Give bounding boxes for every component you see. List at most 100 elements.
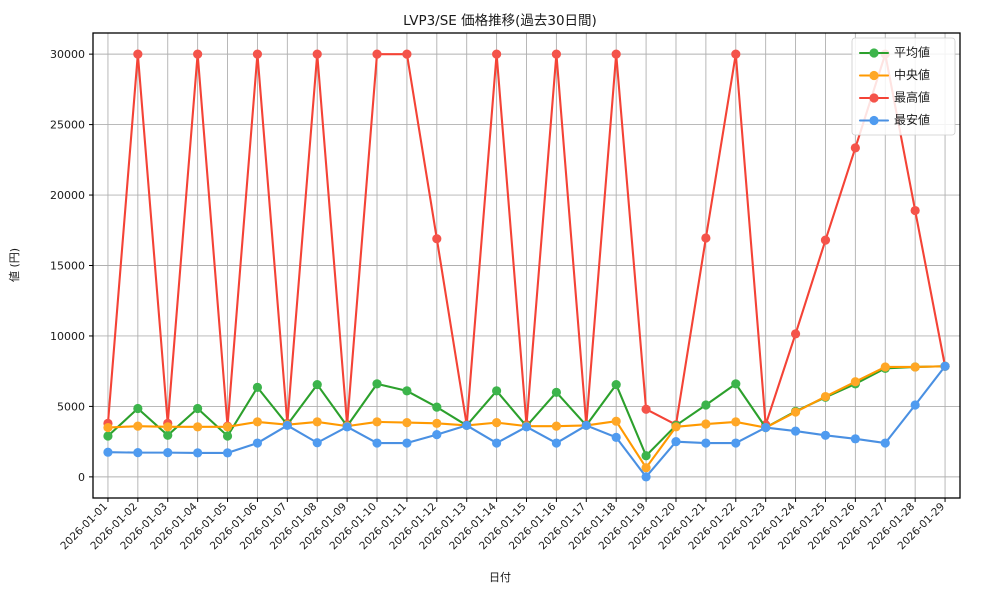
data-point xyxy=(641,472,651,482)
data-point xyxy=(193,448,203,458)
y-tick-label: 30000 xyxy=(50,48,85,61)
data-point xyxy=(103,447,113,457)
data-point xyxy=(432,234,442,244)
data-point xyxy=(133,421,143,431)
data-point xyxy=(432,402,442,412)
data-point xyxy=(850,377,860,387)
data-point xyxy=(492,418,502,428)
data-point xyxy=(910,205,920,216)
data-point xyxy=(432,418,442,428)
data-point xyxy=(641,404,651,414)
data-point xyxy=(701,419,711,429)
data-point xyxy=(820,391,831,402)
data-point xyxy=(222,431,233,441)
legend-item-1[interactable]: 平均値 xyxy=(858,45,930,60)
data-point xyxy=(193,49,203,59)
data-point xyxy=(193,422,203,432)
data-point xyxy=(372,417,382,427)
data-point xyxy=(312,379,322,390)
data-point xyxy=(910,362,920,372)
data-point xyxy=(910,400,920,410)
axis-spines xyxy=(92,32,961,499)
data-point xyxy=(312,49,322,59)
legend-item-4[interactable]: 最安値 xyxy=(858,112,930,127)
series-lines xyxy=(103,49,950,482)
data-point xyxy=(731,379,741,389)
legend-marker-swatch xyxy=(869,115,879,126)
data-point xyxy=(402,49,412,59)
data-point xyxy=(252,417,263,427)
data-point xyxy=(551,421,562,431)
data-point xyxy=(551,387,562,397)
legend-label: 最安値 xyxy=(894,112,930,127)
data-point xyxy=(521,422,532,432)
data-point xyxy=(731,438,741,448)
data-point xyxy=(252,438,263,448)
data-point xyxy=(611,432,621,443)
data-point xyxy=(462,420,472,431)
data-point xyxy=(312,417,322,427)
data-point xyxy=(611,379,621,390)
data-point xyxy=(731,417,741,427)
chart-title: LVP3/SE 価格推移(過去30日間) xyxy=(403,13,597,29)
data-point xyxy=(581,420,591,431)
data-point xyxy=(731,49,741,59)
data-point xyxy=(790,329,801,339)
data-point xyxy=(163,422,173,432)
data-point xyxy=(252,382,263,392)
legend-item-2[interactable]: 中央値 xyxy=(858,67,930,82)
data-point xyxy=(133,448,143,458)
legend-item-3[interactable]: 最高値 xyxy=(858,90,930,105)
legend-background xyxy=(851,37,956,136)
data-point xyxy=(432,429,442,440)
legend-label: 中央値 xyxy=(894,67,930,82)
data-point xyxy=(790,426,801,436)
data-point xyxy=(252,49,263,59)
data-point xyxy=(940,361,950,371)
data-point xyxy=(372,49,382,59)
data-point xyxy=(492,438,502,448)
data-point xyxy=(701,438,711,448)
data-point xyxy=(551,438,562,448)
data-point xyxy=(342,422,352,432)
data-point xyxy=(133,403,143,414)
y-tick-label: 25000 xyxy=(50,119,85,132)
data-point xyxy=(641,463,651,473)
series-4 xyxy=(103,361,950,482)
x-axis-label: 日付 xyxy=(489,571,511,584)
legend-label: 平均値 xyxy=(894,45,930,60)
data-point xyxy=(850,434,860,444)
data-point xyxy=(193,403,203,414)
data-point xyxy=(222,422,233,432)
data-point xyxy=(820,430,831,440)
data-point xyxy=(671,422,681,432)
data-point xyxy=(372,379,382,389)
legend-marker-swatch xyxy=(869,48,879,58)
data-point xyxy=(222,448,233,458)
data-point xyxy=(701,233,711,243)
data-point xyxy=(282,420,292,431)
y-axis-ticks: 0 5000 10000 15000 20000 25000 30000 xyxy=(50,48,93,484)
data-point xyxy=(103,422,113,433)
legend-marker-swatch xyxy=(869,70,879,81)
data-point xyxy=(761,422,771,433)
data-point xyxy=(701,400,711,410)
data-point xyxy=(820,235,831,245)
data-point xyxy=(163,448,173,458)
data-point xyxy=(402,386,412,396)
data-point xyxy=(641,451,651,461)
data-point xyxy=(611,416,621,426)
data-point xyxy=(850,143,860,153)
y-tick-label: 10000 xyxy=(50,330,85,343)
y-tick-label: 0 xyxy=(78,471,85,484)
data-point xyxy=(551,49,562,59)
data-point xyxy=(103,431,113,441)
data-point xyxy=(611,49,621,59)
data-point xyxy=(312,438,322,448)
y-tick-label: 15000 xyxy=(50,260,85,273)
data-point xyxy=(402,438,412,448)
data-point xyxy=(163,430,173,440)
